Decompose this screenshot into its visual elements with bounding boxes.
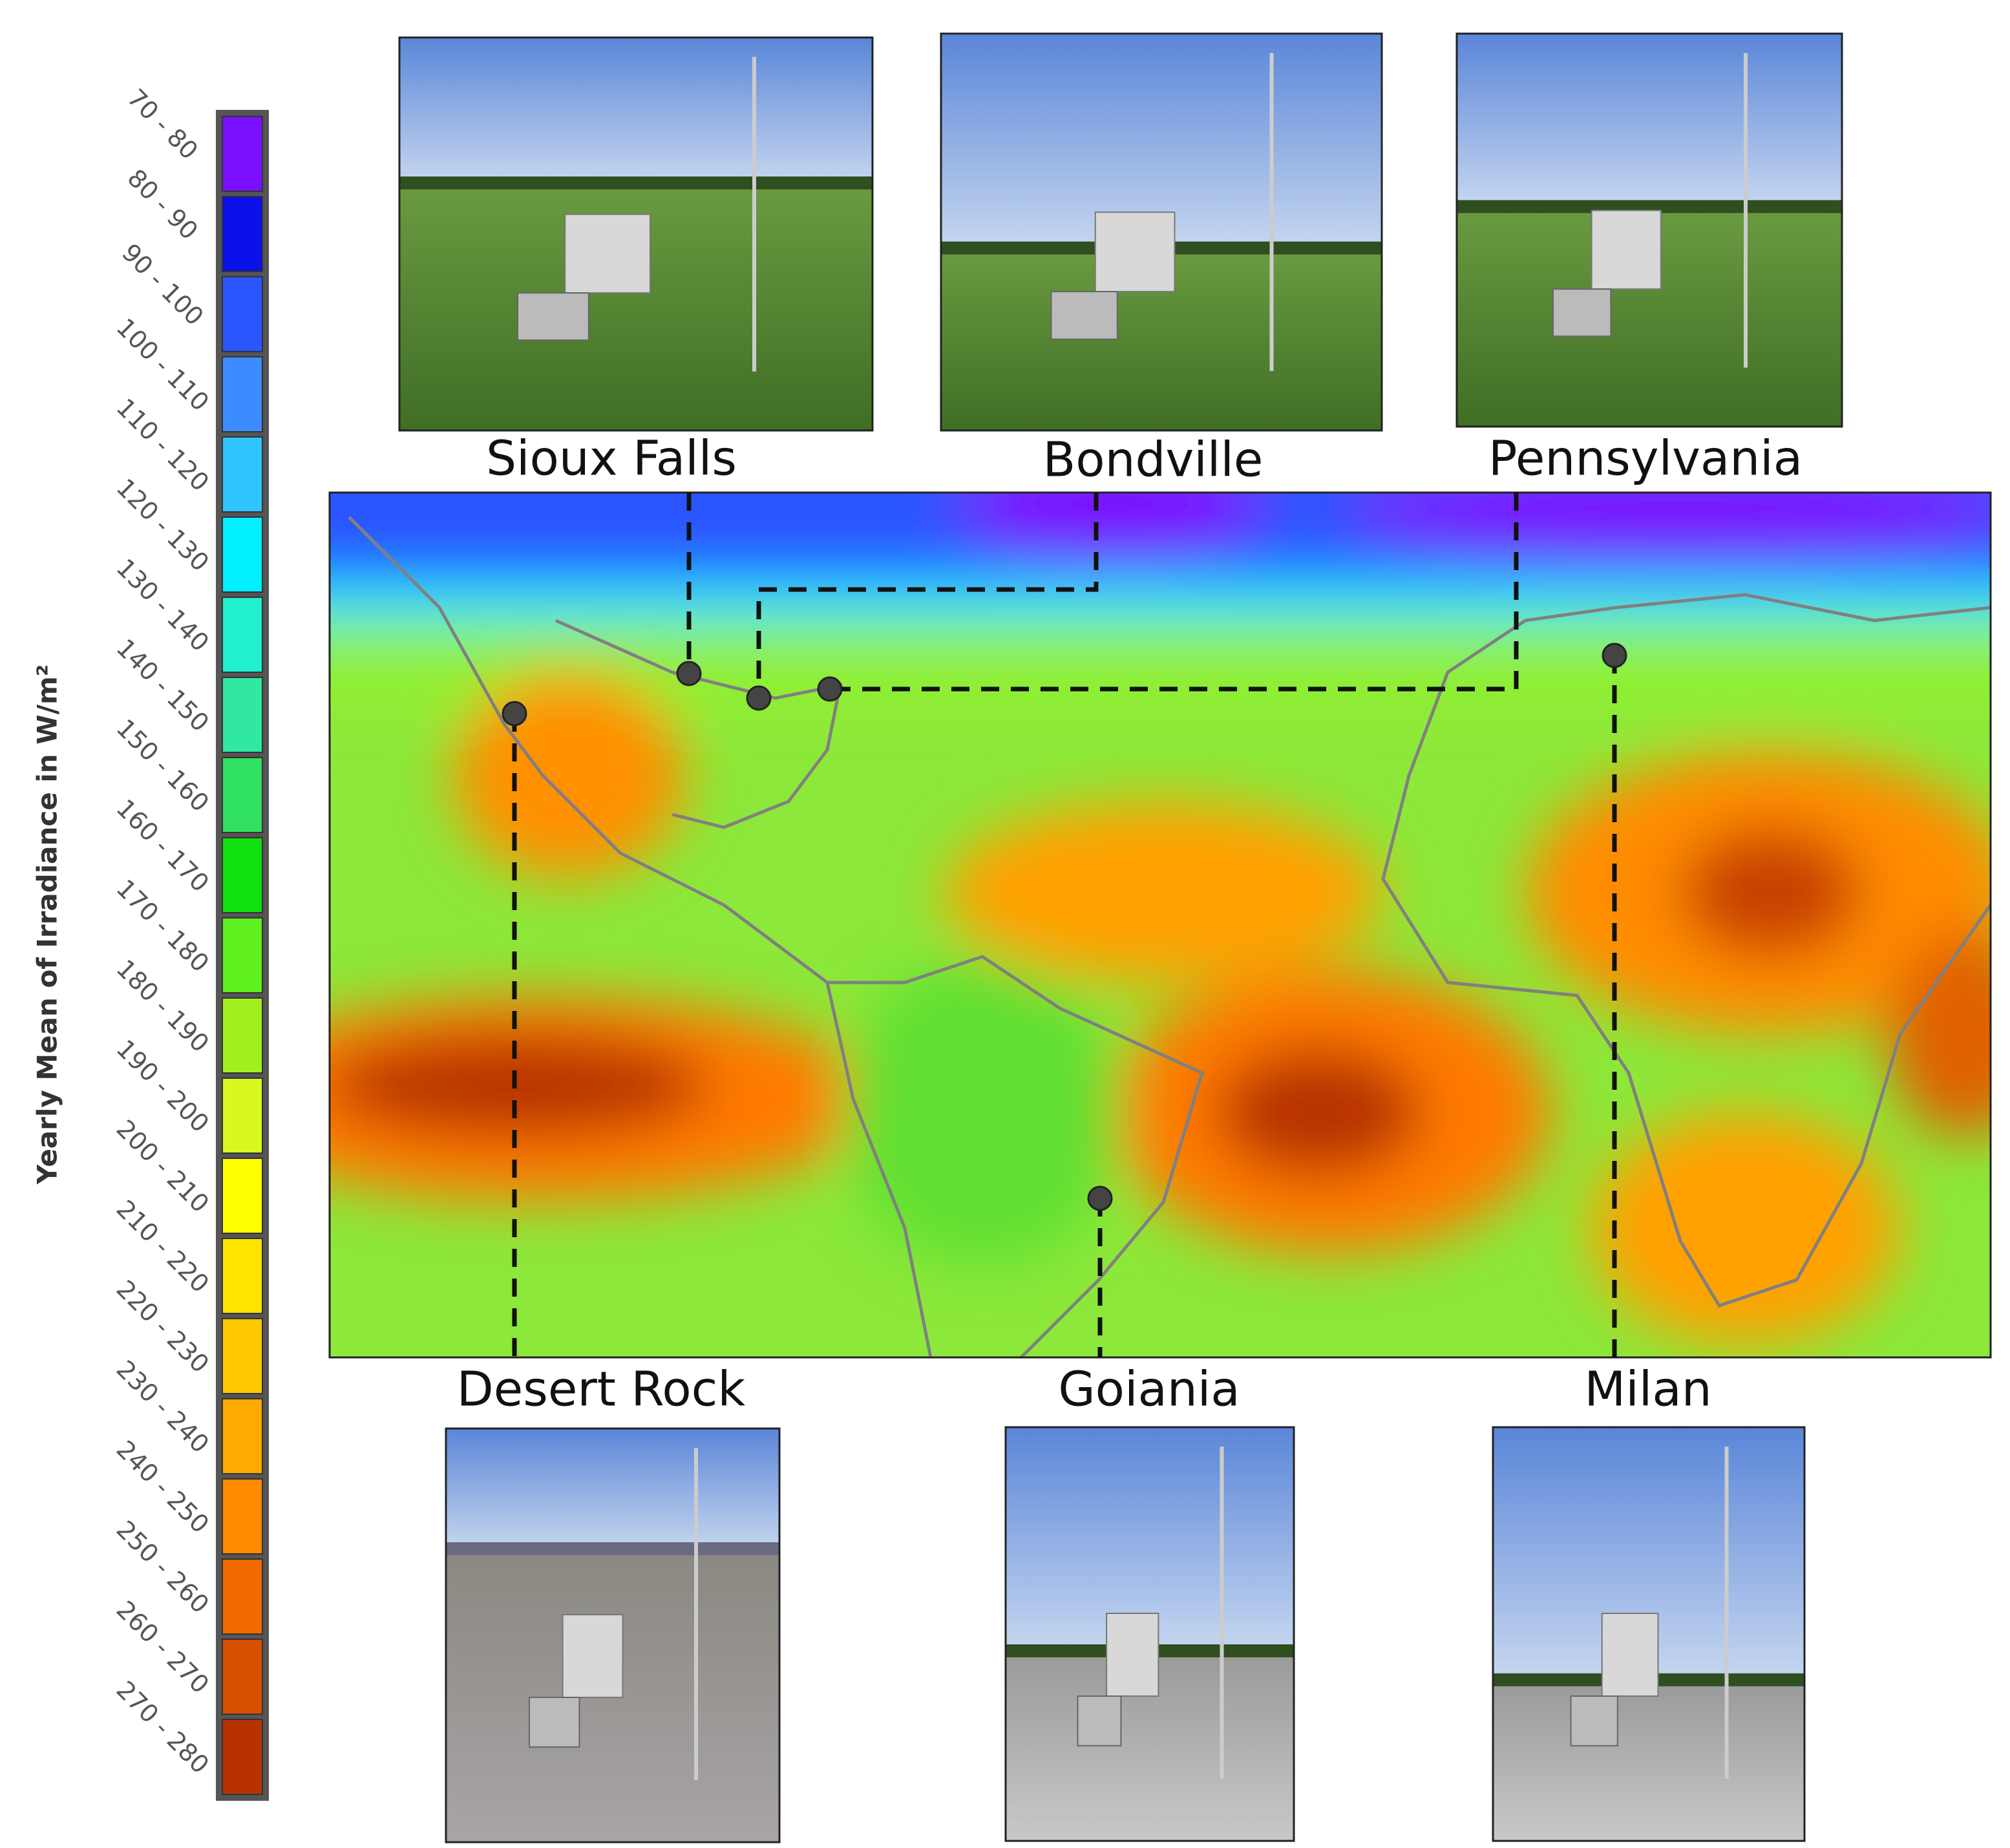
legend-swatch [222,917,263,993]
photo-frame [1004,1426,1295,1842]
leader-lines [512,493,1617,1357]
photo-frame [1455,32,1843,428]
legend-swatch [222,1639,263,1715]
site-label: Bondville [1043,432,1264,488]
photo-sky [446,1428,779,1553]
site-marker [676,661,702,686]
photo-box [529,1697,580,1748]
site-label: Pennsylvania [1488,431,1803,487]
legend-swatch [222,677,263,753]
site-photo [1492,1426,1806,1842]
legend-swatch [222,1158,263,1234]
legend-swatch [222,1398,263,1474]
legend-swatch [222,516,263,593]
site-photo [1455,32,1843,428]
site-marker [817,676,843,702]
site-markers [502,643,1627,1211]
site-photo [940,32,1383,432]
photo-box [1050,291,1118,340]
photo-instrument [564,213,651,294]
legend-swatch [222,757,263,833]
legend-swatch [222,1558,263,1635]
photo-instrument [1601,1613,1659,1697]
photo-instrument [1094,211,1176,293]
legend-swatch [222,1078,263,1154]
site-photos [398,32,1843,1843]
legend-swatch [222,196,263,272]
legend-swatch [222,1318,263,1394]
photo-instrument [1591,209,1662,290]
site-marker [1602,643,1627,668]
photo-sky [1457,34,1842,211]
site-photo [398,36,874,432]
site-label: Milan [1584,1362,1711,1418]
site-marker [502,701,527,727]
photo-box [1552,288,1612,337]
legend-title: Yearly Mean of Irradiance in W/m² [32,664,63,1185]
legend-swatch [222,116,263,192]
legend-swatch [222,1478,263,1555]
site-photo [1004,1426,1295,1842]
site-label: Goiania [1058,1362,1240,1418]
map-frame [328,491,1992,1359]
legend-swatch [222,356,263,432]
photo-ground [1493,1683,1804,1841]
legend-swatch [222,436,263,513]
photo-frame [1492,1426,1806,1842]
site-marker [1087,1185,1113,1211]
legend-swatch [222,597,263,673]
photo-frame [940,32,1383,432]
legend-swatch [222,997,263,1074]
legend-swatch [222,1238,263,1314]
photo-instrument [1106,1613,1159,1697]
site-marker [746,685,772,711]
photo-box [1077,1695,1122,1747]
site-photo [445,1427,781,1843]
photo-frame [398,36,874,432]
site-label: Desert Rock [457,1362,746,1418]
photo-treeline [446,1542,779,1555]
photo-box [517,292,589,341]
legend-swatch [222,276,263,352]
legend-label: 80 - 90 [122,164,204,245]
legend-label: 70 - 80 [122,83,204,165]
photo-treeline [399,176,873,190]
photo-frame [445,1427,781,1843]
photo-box [1570,1695,1618,1747]
photo-instrument [562,1614,624,1698]
legend-swatch [222,837,263,913]
legend-swatch [222,1719,263,1795]
irradiance-map [330,493,1991,1357]
photo-sky [399,37,873,187]
site-label: Sioux Falls [486,431,737,487]
